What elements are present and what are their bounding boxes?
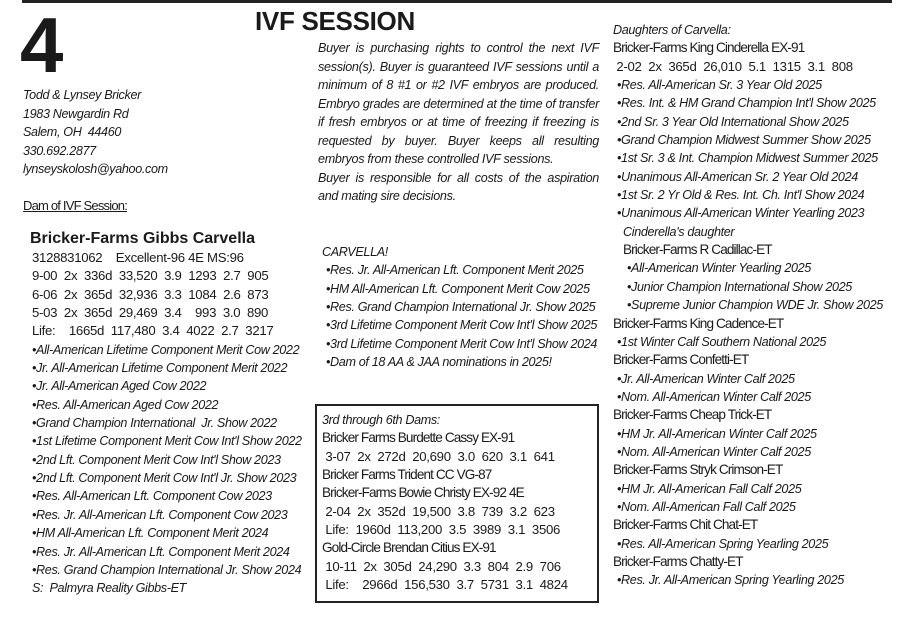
top-rule [22, 0, 892, 3]
consignor-line: 1983 Newgardin Rd [23, 106, 129, 121]
carvella-line: CARVELLA! [322, 245, 388, 259]
daughter-line: •Unanimous All-American Sr. 2 Year Old 2… [617, 169, 858, 184]
carvella-line: •Dam of 18 AA & JAA nominations in 2025! [326, 355, 552, 370]
carvella-highlights: CARVELLA! •Res. Jr. All-American Lft. Com… [322, 243, 597, 371]
dam-line: •2nd Lft. Component Merit Cow Int'l Show… [32, 452, 281, 467]
dam-name: Bricker-Farms Gibbs Carvella [30, 230, 255, 247]
dam-line: •Res. Grand Champion International Jr. S… [32, 562, 302, 577]
daughter-line: Bricker-Farms R Cadillac-ET [623, 242, 773, 258]
dam-line: •Jr. All-American Lifetime Component Mer… [32, 361, 288, 376]
dam-line: 3128831062 Excellent-96 4E MS:96 [32, 250, 244, 265]
dam-pedigree-line: Bricker Farms Trident CC VG-87 [322, 467, 492, 483]
daughter-line: •Res. All-American Spring Yearling 2025 [617, 536, 829, 551]
dam-line: •Grand Champion International Jr. Show 2… [32, 416, 277, 431]
dam-pedigree-line: Bricker Farms Burdette Cassy EX-91 [322, 430, 515, 446]
daughter-line: •Nom. All-American Fall Calf 2025 [617, 499, 796, 514]
page-title: IVF SESSION [255, 6, 415, 36]
dam-pedigree-line: 3-07 2x 272d 20,690 3.0 620 3.1 641 [322, 448, 555, 464]
daughter-line: Bricker-Farms Cheap Trick-ET [613, 407, 772, 423]
dam-line: •Res. Jr. All-American Lft. Component Me… [32, 544, 290, 559]
dam-line: •Res. All-American Aged Cow 2022 [32, 397, 219, 412]
daughter-line: •All-American Winter Yearling 2025 [627, 261, 811, 276]
daughter-line: Bricker-Farms King Cadence-ET [613, 315, 784, 331]
daughter-line: Bricker-Farms Stryk Crimson-ET [613, 462, 783, 478]
daughter-line: •Unanimous All-American Winter Yearling … [617, 206, 865, 221]
carvella-line: •3rd Lifetime Component Merit Cow Int'l … [326, 336, 598, 351]
dam-pedigree-line: 2-04 2x 352d 19,500 3.8 739 3.2 623 [322, 503, 555, 519]
daughter-line: Daughters of Carvella: [613, 23, 731, 37]
dam-line: •2nd Lft. Component Merit Cow Int'l Jr. … [32, 471, 297, 486]
dam-line: Life: 1665d 117,480 3.4 4022 2.7 3217 [32, 323, 274, 339]
daughter-line: •Junior Champion International Show 2025 [627, 279, 852, 294]
dam-line: •HM All-American Lft. Component Merit 20… [32, 526, 269, 541]
dam-line: •1st Lifetime Component Merit Cow Int'l … [32, 434, 302, 449]
dam-pedigree-line: Life: 2966d 156,530 3.7 5731 3.1 4824 [322, 577, 568, 593]
dam-details: 3128831062 Excellent-96 4E MS:96 9-00 2x … [28, 249, 302, 598]
ivf-terms: Buyer is purchasing rights to control th… [318, 39, 599, 206]
daughter-line: •Nom. All-American Winter Calf 2025 [617, 444, 811, 459]
daughter-line: 2-02 2x 365d 26,010 5.1 1315 3.1 808 [613, 58, 853, 74]
daughter-line: Bricker-Farms Chit Chat-ET [613, 517, 758, 533]
dams-list: 3rd through 6th Dams: Bricker Farms Burde… [322, 411, 568, 594]
daughters-list: Daughters of Carvella: Bricker-Farms King… [613, 21, 883, 590]
daughter-line: •1st Winter Calf Southern National 2025 [617, 334, 827, 349]
dam-pedigree-line: Bricker-Farms Bowie Christy EX-92 4E [322, 485, 525, 501]
consignor-line: Salem, OH 44460 [23, 125, 122, 140]
carvella-line: •Res. Grand Champion International Jr. S… [326, 300, 596, 315]
daughter-line: •Nom. All-American Winter Calf 2025 [617, 389, 811, 404]
daughter-line: •Res. Int. & HM Grand Champion Int'l Sho… [617, 96, 876, 111]
dam-line: •Res. All-American Lft. Component Cow 20… [32, 489, 272, 504]
dam-line: 6-06 2x 365d 32,936 3.3 1084 2.6 873 [32, 286, 269, 302]
dam-line: 9-00 2x 336d 33,520 3.9 1293 2.7 905 [32, 268, 269, 284]
daughter-line: Bricker-Farms King Cinderella EX-91 [613, 40, 805, 56]
dam-header: Dam of IVF Session: [23, 198, 128, 213]
daughter-line: •1st Sr. 2 Yr Old & Res. Int. Ch. Int'l … [617, 188, 865, 203]
dam-pedigree-line: 3rd through 6th Dams: [322, 413, 440, 427]
daughter-line: •Res. Jr. All-American Spring Yearling 2… [617, 573, 844, 588]
daughter-line: •Res. All-American Sr. 3 Year Old 2025 [617, 78, 822, 93]
daughter-line: •Supreme Junior Champion WDE Jr. Show 20… [627, 298, 883, 313]
consignor-line: Todd & Lynsey Bricker [23, 88, 141, 102]
dam-line: •All-American Lifetime Component Merit C… [32, 342, 300, 357]
daughter-line: Cinderella's daughter [623, 224, 735, 239]
daughter-line: •HM Jr. All-American Winter Calf 2025 [617, 426, 817, 441]
consignor-line: 330.692.2877 [23, 143, 96, 158]
consignor-line: lynseyskolosh@yahoo.com [23, 162, 168, 177]
dam-pedigree-line: 10-11 2x 305d 24,290 3.3 804 2.9 706 [322, 558, 561, 574]
daughter-line: •1st Sr. 3 & Int. Champion Midwest Summe… [617, 151, 878, 166]
terms-paragraph: Buyer is purchasing rights to control th… [318, 41, 599, 166]
dam-pedigree-line: Gold-Circle Brendan Citius EX-91 [322, 540, 497, 556]
consignor-contact: Todd & Lynsey Bricker 1983 Newgardin Rd Sa… [23, 86, 168, 179]
daughter-line: •Grand Champion Midwest Summer Show 2025 [617, 133, 871, 148]
lot-number: 4 [20, 1, 63, 89]
daughter-line: •HM Jr. All-American Fall Calf 2025 [617, 481, 802, 496]
dam-line: 5-03 2x 365d 29,469 3.4 993 3.0 890 [32, 305, 269, 321]
daughter-line: •2nd Sr. 3 Year Old International Show 2… [617, 114, 849, 129]
carvella-line: •3rd Lifetime Component Merit Cow Int'l … [326, 318, 598, 333]
daughter-line: •Jr. All-American Winter Calf 2025 [617, 371, 795, 386]
daughter-line: Bricker-Farms Confetti-ET [613, 352, 749, 368]
dam-pedigree-line: Life: 1960d 113,200 3.5 3989 3.1 3506 [322, 522, 561, 538]
carvella-line: •Res. Jr. All-American Lft. Component Me… [326, 263, 584, 278]
carvella-line: •HM All-American Lft. Component Merit Co… [326, 281, 590, 296]
dams-box: 3rd through 6th Dams: Bricker Farms Burde… [315, 404, 599, 603]
dam-line: •Jr. All-American Aged Cow 2022 [32, 379, 207, 394]
daughter-line: Bricker-Farms Chatty-ET [613, 553, 744, 569]
terms-paragraph: Buyer is responsible for all costs of th… [318, 170, 599, 204]
dam-line: •Res. Jr. All-American Lft. Component Co… [32, 507, 288, 522]
dam-line: S: Palmyra Reality Gibbs-ET [32, 581, 186, 596]
